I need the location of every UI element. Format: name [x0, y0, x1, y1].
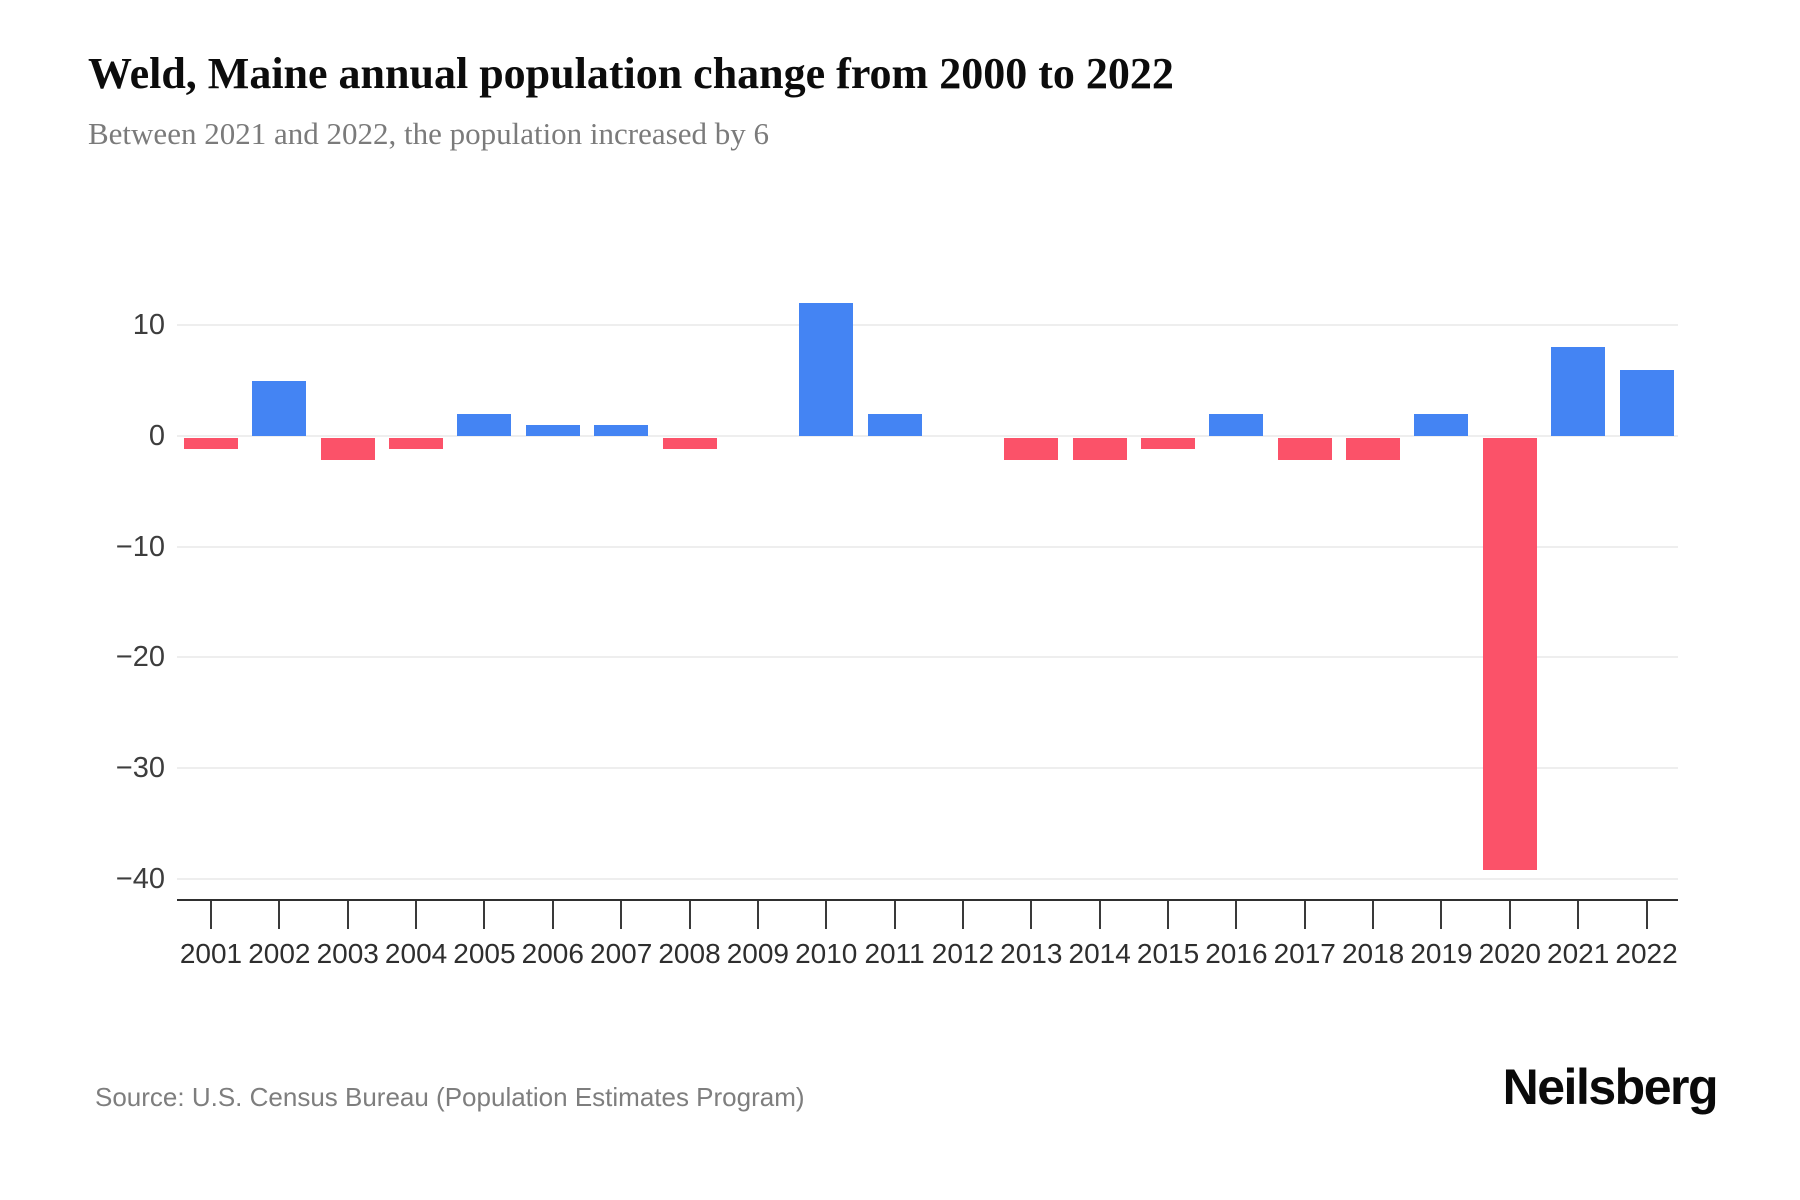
x-axis-tick-label: 2018: [1341, 938, 1405, 969]
bar-2003: [320, 438, 375, 461]
y-axis-tick-label: 10: [132, 309, 165, 342]
bar-2021: [1551, 347, 1606, 436]
x-axis-tick-label: 2017: [1273, 938, 1336, 969]
bar-2020: [1482, 438, 1537, 870]
x-axis-tick: [1235, 901, 1238, 929]
bar-2005: [457, 413, 512, 436]
bar-2010: [799, 303, 854, 436]
x-axis-tick-label: 2013: [1000, 938, 1063, 969]
bar-2019: [1414, 413, 1469, 436]
x-axis-tick-label: 2019: [1410, 938, 1473, 969]
x-axis-tick-label: 2020: [1478, 938, 1541, 969]
x-axis-tick: [1098, 901, 1101, 929]
bar-2002: [252, 380, 307, 436]
bar-2013: [1004, 438, 1059, 461]
x-axis-tick-label: 2003: [316, 938, 379, 969]
x-axis-tick-label: 2012: [931, 938, 995, 969]
x-axis-tick: [1577, 901, 1580, 929]
x-axis-tick: [1030, 901, 1033, 929]
x-axis-tick-label: 2001: [179, 938, 243, 969]
x-axis-tick: [1645, 901, 1648, 929]
bar-2017: [1277, 438, 1332, 461]
bar-2007: [594, 424, 649, 436]
x-axis-tick: [1508, 901, 1511, 929]
y-axis-tick-label: 0: [148, 420, 165, 452]
x-axis-tick-label: 2006: [521, 938, 584, 969]
bar-2018: [1346, 438, 1401, 461]
x-axis-tick-label: 2021: [1547, 938, 1610, 969]
x-axis-tick-label: 2015: [1136, 938, 1200, 969]
x-axis-tick-label: 2002: [248, 938, 311, 969]
x-axis-tick: [483, 901, 486, 929]
x-axis-tick-label: 2010: [795, 938, 858, 969]
chart-title: Weld, Maine annual population change fro…: [88, 49, 1174, 98]
bar-2004: [389, 438, 444, 450]
source-caption: Source: U.S. Census Bureau (Population E…: [95, 1082, 805, 1112]
x-axis-tick: [346, 901, 349, 929]
bar-2022: [1619, 369, 1674, 436]
x-axis-tick: [1372, 901, 1375, 929]
x-axis-tick-label: 2007: [590, 938, 653, 969]
gridline--40: [177, 877, 1678, 880]
chart-subtitle: Between 2021 and 2022, the population in…: [88, 116, 769, 151]
bar-2016: [1209, 413, 1264, 436]
x-axis-tick-label: 2022: [1615, 938, 1678, 969]
x-axis-tick: [1440, 901, 1443, 929]
x-axis-tick: [1303, 901, 1306, 929]
x-axis-tick-label: 2005: [453, 938, 516, 969]
gridline-10: [177, 324, 1678, 327]
x-axis-tick: [278, 901, 281, 929]
bar-2008: [662, 438, 717, 450]
gridline--10: [177, 545, 1678, 548]
x-axis-tick: [551, 901, 554, 929]
y-axis-tick-label: −20: [115, 641, 165, 674]
bar-2011: [867, 413, 922, 436]
y-axis-tick-label: −10: [115, 530, 165, 563]
x-axis-line: [177, 899, 1678, 901]
x-axis-tick: [415, 901, 418, 929]
x-axis-tick-label: 2011: [864, 938, 925, 969]
bar-2015: [1141, 438, 1196, 450]
x-axis-tick-label: 2004: [384, 938, 448, 969]
bar-2001: [184, 438, 238, 450]
x-axis-tick: [961, 901, 964, 929]
x-axis-tick-label: 2008: [658, 938, 721, 969]
x-axis-tick: [210, 901, 212, 929]
y-axis-tick-label: −30: [115, 752, 165, 785]
y-axis-tick-label: −40: [115, 862, 165, 895]
x-axis-tick-label: 2014: [1068, 938, 1131, 969]
gridline--30: [177, 767, 1678, 770]
bar-2014: [1072, 438, 1127, 461]
x-axis-tick: [756, 901, 759, 929]
x-axis-tick-label: 2009: [726, 938, 790, 969]
gridline-0: [177, 435, 1678, 437]
gridline--20: [177, 656, 1678, 659]
neilsberg-logo: Neilsberg: [1502, 1059, 1719, 1115]
bar-chart: 10 0 −10 −20 −30 −40 2001 2002 2003 2004 2005 2006 2…: [116, 250, 1678, 980]
x-axis-tick: [1167, 901, 1170, 929]
x-axis-tick: [893, 901, 896, 929]
x-axis-tick-label: 2016: [1205, 938, 1268, 969]
bar-2006: [525, 424, 580, 436]
x-axis-tick: [620, 901, 623, 929]
x-axis-tick: [825, 901, 828, 929]
x-axis-tick: [688, 901, 691, 929]
